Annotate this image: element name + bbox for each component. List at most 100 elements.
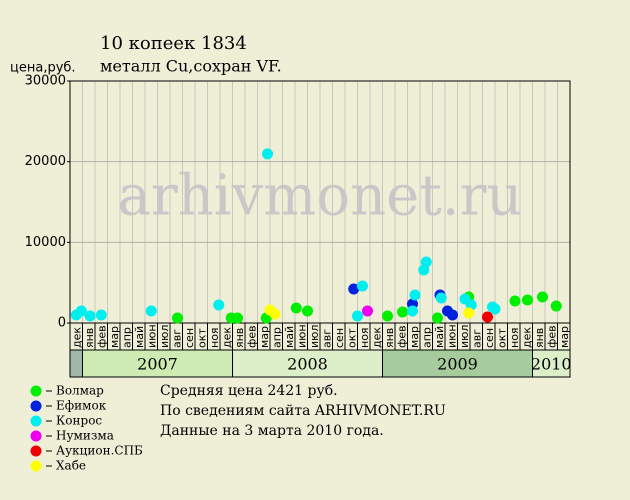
- x-tick-label: дек: [520, 327, 533, 348]
- x-tick-label: дек: [220, 327, 233, 348]
- data-point: [269, 308, 281, 320]
- x-tick-label: ноя: [358, 327, 371, 348]
- data-point: [537, 291, 548, 303]
- data-point: [95, 309, 107, 321]
- x-tick-label: мар: [558, 326, 571, 348]
- note: Данные на 3 марта 2010 года.: [160, 423, 384, 439]
- note: По сведениям сайта ARHIVMONET.RU: [160, 403, 446, 419]
- year-label: 2008: [287, 355, 328, 374]
- x-tick-label: мар: [258, 326, 271, 348]
- x-tick-label: ноя: [508, 327, 521, 348]
- x-tick-label: сен: [183, 328, 196, 348]
- legend-marker: [30, 385, 42, 397]
- data-point: [352, 310, 363, 322]
- data-point: [382, 310, 393, 322]
- legend-marker: [30, 415, 42, 427]
- legend-marker: [30, 445, 42, 457]
- data-point: [75, 305, 87, 317]
- chart-title: 10 копеек 1834: [100, 33, 247, 54]
- x-tick-label: авг: [470, 329, 483, 348]
- year-label: 2007: [137, 355, 178, 374]
- data-point: [397, 306, 408, 318]
- data-point: [432, 312, 443, 324]
- data-point: [435, 292, 447, 304]
- x-tick-label: мар: [108, 326, 121, 348]
- legend-label: Нумизма: [56, 429, 114, 443]
- y-axis-label: цена,руб.: [10, 61, 76, 76]
- legend-marker: [30, 460, 42, 472]
- x-tick-label: сен: [483, 328, 496, 348]
- x-tick-label: фев: [95, 325, 108, 348]
- year-cell: [69, 349, 83, 378]
- x-tick-label: апр: [120, 327, 133, 348]
- x-tick-label: май: [433, 326, 446, 348]
- x-tick-label: ноя: [208, 327, 221, 348]
- y-tick-label: 0: [58, 316, 66, 331]
- data-point: [84, 310, 96, 322]
- x-tick-label: дек: [370, 327, 383, 348]
- data-point: [409, 289, 421, 301]
- data-point: [447, 309, 458, 321]
- year-cell: [232, 349, 383, 378]
- x-tick-label: май: [283, 326, 296, 348]
- x-tick-label: июн: [445, 324, 458, 348]
- x-tick-label: сен: [333, 328, 346, 348]
- data-point: [550, 300, 562, 312]
- chart-subtitle: металл Cu,сохран VF.: [100, 57, 282, 76]
- data-point: [482, 311, 493, 323]
- data-point: [145, 305, 157, 317]
- data-point: [420, 256, 432, 268]
- data-point: [172, 312, 183, 324]
- x-tick-label: янв: [233, 328, 246, 348]
- x-tick-label: июл: [308, 325, 321, 348]
- y-tick-label: 30000: [25, 74, 66, 89]
- data-point: [407, 305, 418, 317]
- data-point: [357, 280, 368, 292]
- note: Средняя цена 2421 руб.: [160, 383, 338, 399]
- data-point: [348, 283, 360, 295]
- y-tick-label: 10000: [25, 235, 66, 250]
- x-tick-label: фев: [245, 325, 258, 348]
- year-label: 2010: [531, 355, 572, 374]
- x-tick-label: дек: [70, 327, 83, 348]
- x-tick-label: июл: [458, 325, 471, 348]
- legend-marker: [30, 400, 42, 412]
- data-point: [302, 305, 313, 317]
- x-tick-label: окт: [345, 328, 358, 348]
- x-tick-label: окт: [495, 328, 508, 348]
- x-tick-label: янв: [83, 328, 96, 348]
- x-tick-label: авг: [170, 329, 183, 348]
- legend-label: Ефимок: [56, 399, 107, 413]
- data-point: [213, 299, 225, 311]
- y-tick-label: 20000: [25, 154, 66, 169]
- x-tick-label: окт: [195, 328, 208, 348]
- year-label: 2009: [437, 355, 478, 374]
- x-tick-label: авг: [320, 329, 333, 348]
- data-point: [489, 303, 501, 315]
- x-tick-label: май: [133, 326, 146, 348]
- x-tick-label: фев: [395, 325, 408, 348]
- data-point: [290, 302, 302, 314]
- x-tick-label: июл: [158, 325, 171, 348]
- legend-marker: [30, 430, 42, 442]
- data-point: [509, 295, 521, 307]
- data-point: [362, 305, 373, 317]
- data-point: [522, 294, 533, 306]
- x-tick-label: апр: [420, 327, 433, 348]
- legend-label: Конрос: [56, 414, 102, 428]
- year-cell: [532, 349, 571, 378]
- x-tick-label: янв: [383, 328, 396, 348]
- legend-label: Волмар: [56, 384, 104, 398]
- x-tick-label: июн: [145, 324, 158, 348]
- x-tick-label: янв: [533, 328, 546, 348]
- legend-label: Аукцион.СПБ: [56, 444, 143, 458]
- year-cell: [382, 349, 533, 378]
- data-point: [463, 307, 475, 319]
- x-tick-label: фев: [545, 325, 558, 348]
- legend-label: Хабе: [56, 459, 86, 473]
- year-cell: [82, 349, 233, 378]
- x-tick-label: июн: [295, 324, 308, 348]
- x-tick-label: мар: [408, 326, 421, 348]
